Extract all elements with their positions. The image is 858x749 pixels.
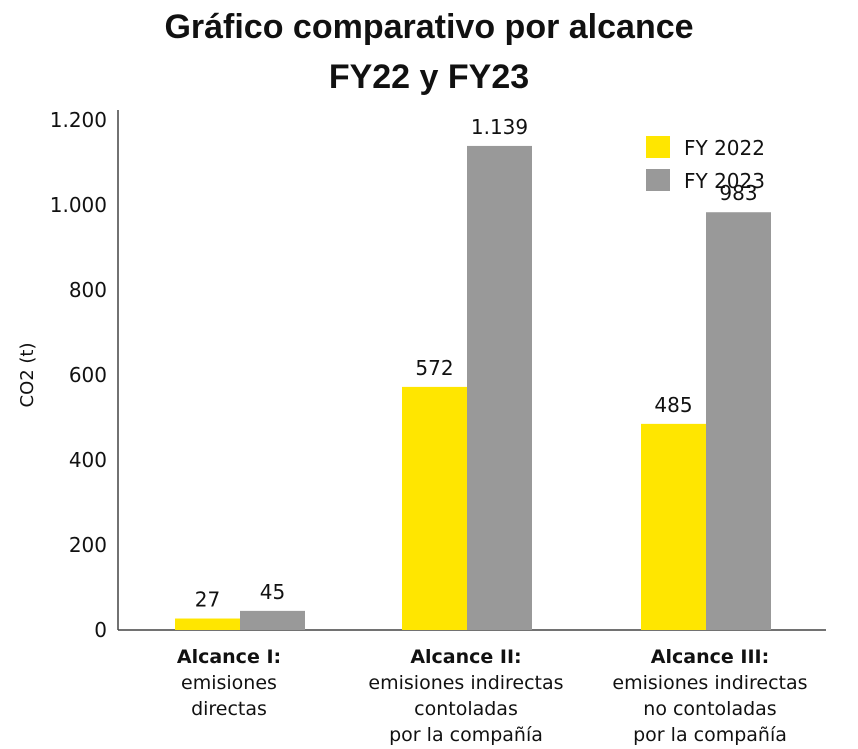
y-axis-label: CO2 (t): [17, 342, 38, 407]
y-tick-label: 600: [69, 363, 107, 387]
y-tick-label: 800: [69, 278, 107, 302]
chart-title-line-1: Gráfico comparativo por alcance: [164, 8, 694, 46]
category-label-alcance-1: Alcance I: emisiones directas: [104, 644, 354, 722]
legend-label: FY 2023: [684, 169, 765, 193]
y-tick-label: 400: [69, 448, 107, 472]
bar-fy-2023-cat-3: [706, 212, 771, 630]
legend-swatch-fy-2022: [646, 136, 670, 158]
data-label: 45: [260, 580, 285, 604]
category-head: Alcance III:: [650, 646, 770, 668]
bar-fy-2022-cat-1: [175, 618, 240, 630]
category-line: directas: [191, 698, 267, 720]
chart-title-line-2: FY22 y FY23: [328, 58, 530, 96]
category-line: no contoladas: [643, 698, 777, 720]
bar-fy-2022-cat-2: [402, 386, 467, 630]
y-tick-label: 200: [69, 533, 107, 557]
category-label-alcance-2: Alcance II: emisiones indirectas contola…: [341, 644, 591, 748]
bar-fy-2023-cat-1: [240, 610, 305, 630]
data-label: 983: [719, 181, 757, 205]
category-line: emisiones indirectas: [368, 672, 564, 694]
data-label: 485: [654, 393, 692, 417]
legend-swatch-fy-2023: [646, 169, 670, 191]
bar-fy-2022-cat-3: [641, 423, 706, 630]
category-head: Alcance II:: [410, 646, 522, 668]
category-line: por la compañía: [389, 724, 543, 746]
category-head: Alcance I:: [176, 646, 282, 668]
legend-label: FY 2022: [684, 136, 765, 160]
category-line: emisiones: [181, 672, 277, 694]
y-tick-label: 1.200: [50, 108, 107, 132]
data-label: 572: [415, 356, 453, 380]
data-label: 27: [195, 588, 220, 612]
data-label: 1.139: [471, 115, 528, 139]
category-line: por la compañía: [633, 724, 787, 746]
y-tick-label: 1.000: [50, 193, 107, 217]
category-line: contoladas: [414, 698, 518, 720]
y-tick-label: 0: [94, 618, 107, 642]
category-line: emisiones indirectas: [612, 672, 808, 694]
bar-fy-2023-cat-2: [467, 145, 532, 631]
category-label-alcance-3: Alcance III: emisiones indirectas no con…: [585, 644, 835, 748]
